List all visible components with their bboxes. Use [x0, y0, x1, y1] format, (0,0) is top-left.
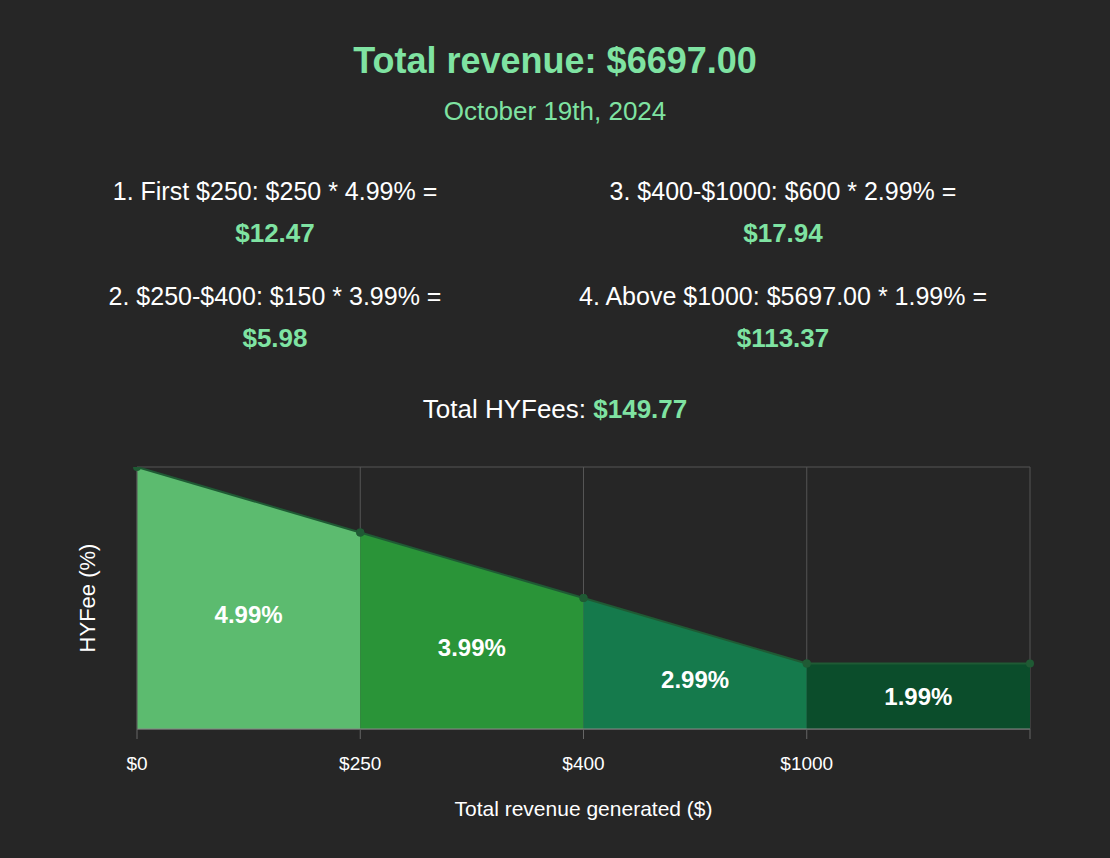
html-text:Total revenue generated ($): Total revenue generated ($) — [454, 797, 713, 820]
html-text:3. $400-$1000: $600 * 2.99% =: 3. $400-$1000: $600 * 2.99% = — [609, 177, 957, 205]
html-text:2. $250-$400: $150 * 3.99% =: 2. $250-$400: $150 * 3.99% = — [108, 282, 442, 310]
html-text:October 19th, 2024: October 19th, 2024 — [443, 96, 667, 126]
svg-text:1.99%: 1.99% — [884, 683, 952, 710]
html-text:$17.94: $17.94 — [743, 218, 823, 248]
html-text:4. Above $1000: $5697.00 * 1.9: 4. Above $1000: $5697.00 * 1.99% = — [579, 282, 987, 310]
html-text:$12.47: $12.47 — [235, 218, 315, 248]
html-text:$5.98: $5.98 — [242, 323, 308, 353]
svg-text:$0: $0 — [126, 753, 147, 774]
html-text:Total HYFees: $149.77: Total HYFees: $149.77 — [422, 394, 688, 424]
svg-text:$250: $250 — [339, 753, 381, 774]
svg-text:3.99%: 3.99% — [438, 634, 506, 661]
svg-text:2.99%: 2.99% — [661, 666, 729, 693]
svg-text:4.99%: 4.99% — [215, 601, 283, 628]
html-text:HYFee (%): HYFee (%) — [75, 543, 100, 653]
html-text:$113.37: $113.37 — [736, 323, 830, 353]
svg-text:$1000: $1000 — [780, 753, 833, 774]
svg-text:$400: $400 — [562, 753, 604, 774]
html-text:1. First $250: $250 * 4.99% =: 1. First $250: $250 * 4.99% = — [112, 177, 438, 205]
html-text:Total revenue: $6697.00: Total revenue: $6697.00 — [353, 40, 757, 81]
